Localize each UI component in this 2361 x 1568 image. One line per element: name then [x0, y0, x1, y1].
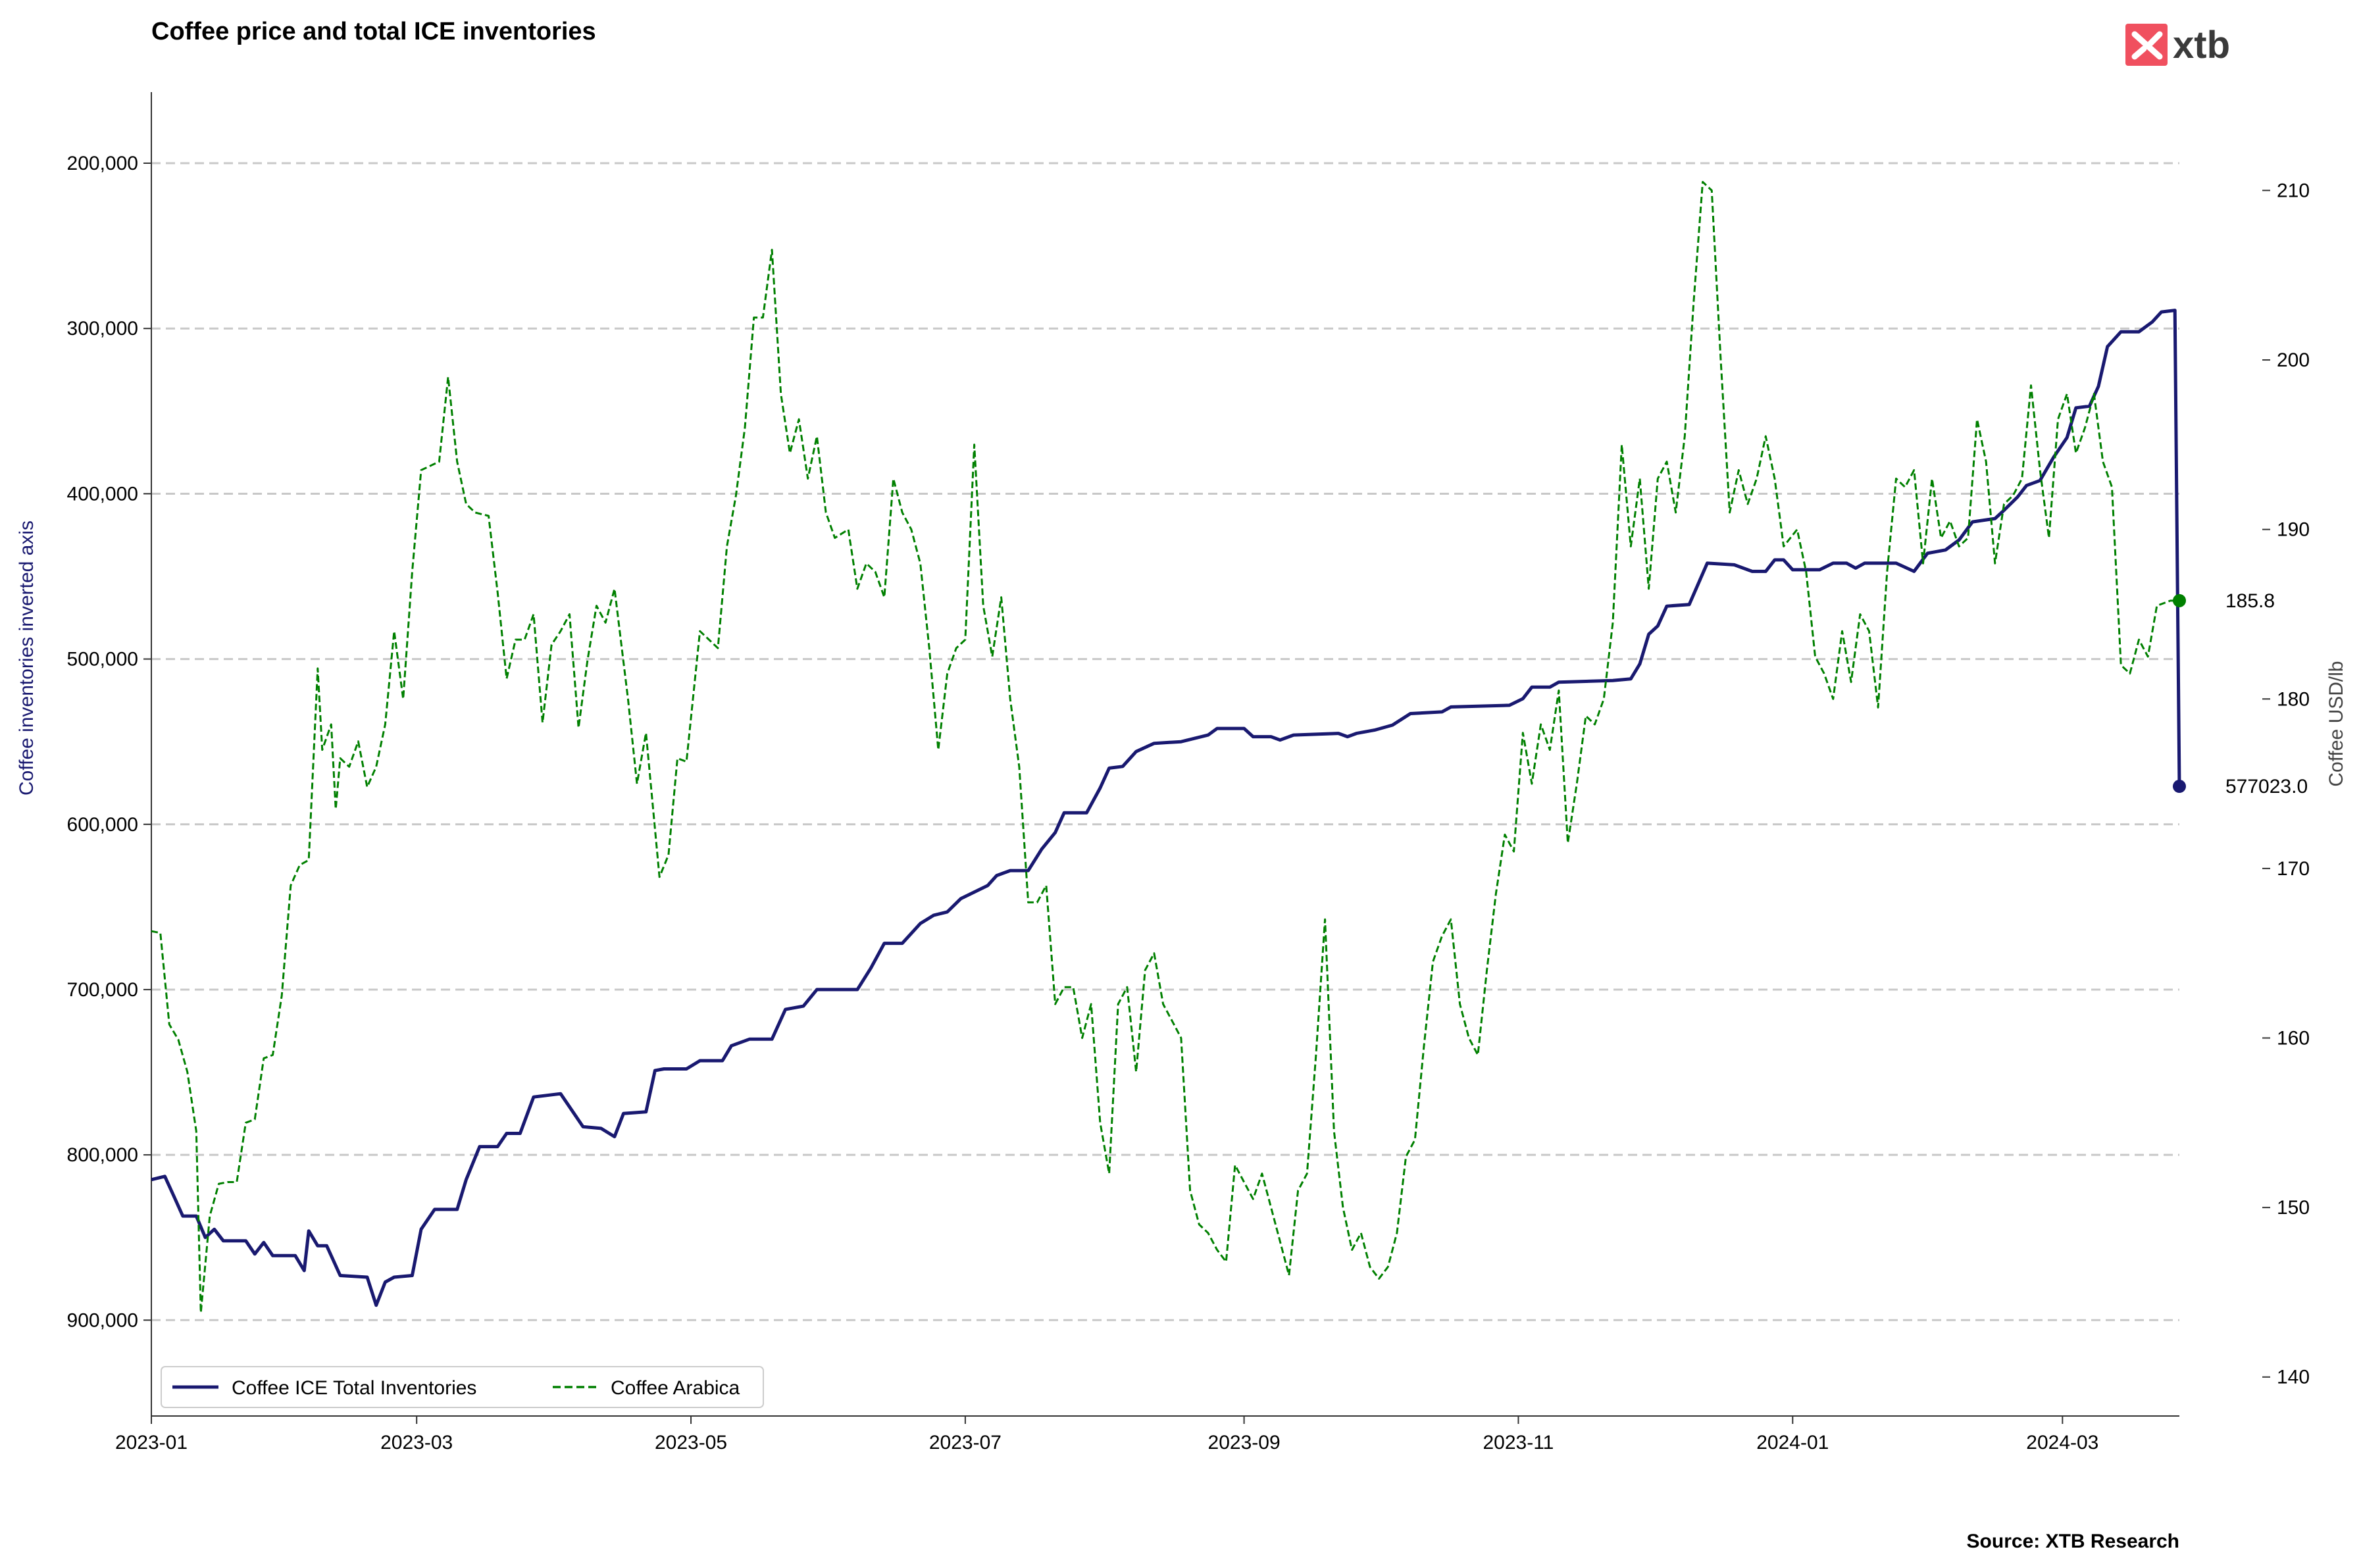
y-left-tick-label: 300,000: [67, 318, 138, 340]
labels-layer: 577023.0 185.8: [2225, 590, 2308, 797]
end-label-inventories: 577023.0: [2225, 776, 2308, 797]
chart-title: Coffee price and total ICE inventories: [151, 18, 596, 45]
y-right-tick-label: 160: [2277, 1028, 2310, 1050]
y-left-tick-label: 800,000: [67, 1144, 138, 1166]
y-left-tick-label: 200,000: [67, 153, 138, 174]
end-label-arabica: 185.8: [2225, 590, 2275, 612]
grid: [151, 162, 2179, 1321]
y-left-tick-label: 400,000: [67, 483, 138, 505]
legend-label-inventories: Coffee ICE Total Inventories: [232, 1377, 476, 1399]
y-left-tick-label: 900,000: [67, 1309, 138, 1331]
logo-text: xtb: [2173, 24, 2230, 66]
y-right-tick-label: 140: [2277, 1367, 2310, 1388]
y-right-tick-label: 200: [2277, 349, 2310, 371]
y-right-tick-label: 210: [2277, 180, 2310, 201]
source-text: Source: XTB Research: [1967, 1530, 2179, 1552]
series-line-arabica: [151, 181, 2179, 1314]
y-left-tick-label: 500,000: [67, 649, 138, 670]
axes: 200,000 300,000 400,000 500,000 600,000 700,0…: [67, 92, 2310, 1454]
x-tick-label: 2024-01: [1756, 1432, 1829, 1454]
y-right-tick-label: 170: [2277, 858, 2310, 880]
y-left-axis-label: Coffee inventories inverted axis: [16, 520, 38, 796]
y-right-axis-label: Coffee USD/lb: [2325, 661, 2347, 786]
x-tick-label: 2023-05: [655, 1432, 727, 1454]
y-right-tick-label: 150: [2277, 1197, 2310, 1219]
series-line-inventories: [151, 309, 2181, 1307]
x-tick-label: 2023-11: [1483, 1432, 1554, 1454]
x-tick-label: 2024-03: [2026, 1432, 2098, 1454]
xtb-logo: xtb: [2125, 24, 2230, 66]
end-marker-arabica: [2173, 594, 2186, 607]
x-tick-label: 2023-09: [1208, 1432, 1281, 1454]
legend-label-arabica: Coffee Arabica: [611, 1377, 740, 1399]
y-right-tick-label: 180: [2277, 688, 2310, 710]
y-right-tick-label: 190: [2277, 519, 2310, 541]
end-marker-inventories: [2173, 780, 2186, 794]
legend: Coffee ICE Total Inventories Coffee Arab…: [161, 1366, 764, 1408]
y-left-tick-label: 700,000: [67, 979, 138, 1001]
x-tick-label: 2023-01: [115, 1432, 188, 1454]
legend-box: [161, 1366, 764, 1408]
logo-cross-icon: [2131, 31, 2163, 60]
y-left-tick-label: 600,000: [67, 814, 138, 836]
x-tick-label: 2023-03: [380, 1432, 453, 1454]
x-tick-label: 2023-07: [929, 1432, 1002, 1454]
series-layer: [151, 181, 2186, 1314]
